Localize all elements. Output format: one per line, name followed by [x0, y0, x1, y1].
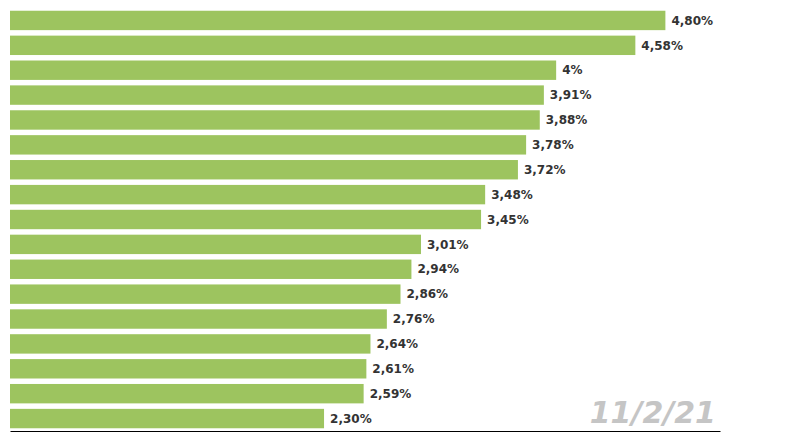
data-label: 3,45%: [487, 213, 529, 227]
data-label: 2,59%: [370, 387, 412, 401]
x-axis-line: [11, 431, 721, 432]
bar: [10, 160, 518, 179]
chart: 4,80% 4,58% 4% 3,91% 3,88% 3,78% 3,72% 3,48% 3,4…: [0, 0, 800, 445]
watermark: 11/2/21: [590, 395, 716, 430]
data-label: 4,80%: [671, 14, 713, 28]
bar: [10, 409, 324, 428]
bar: [10, 284, 401, 303]
bar: [10, 110, 540, 129]
bar: [10, 359, 366, 378]
bar: [10, 210, 481, 229]
bar: [10, 235, 421, 254]
data-label: 2,76%: [393, 312, 435, 326]
x-axis: [11, 431, 721, 432]
bar: [10, 11, 665, 30]
bar: [10, 36, 635, 55]
data-label: 3,91%: [550, 88, 592, 102]
bar: [10, 260, 411, 279]
bar: [10, 334, 370, 353]
data-label: 2,86%: [407, 287, 449, 301]
data-label: 4%: [562, 63, 582, 77]
data-label: 2,30%: [330, 412, 372, 426]
data-label: 2,94%: [417, 262, 459, 276]
data-label: 2,64%: [376, 337, 418, 351]
data-labels: 4,80% 4,58% 4% 3,91% 3,88% 3,78% 3,72% 3,48% 3,4…: [330, 14, 713, 426]
data-label: 3,72%: [524, 163, 566, 177]
bar: [10, 185, 485, 204]
bar: [10, 135, 526, 154]
bar: [10, 85, 544, 104]
data-label: 4,58%: [641, 39, 683, 53]
data-label: 3,78%: [532, 138, 574, 152]
data-label: 2,61%: [372, 362, 414, 376]
data-label: 3,88%: [546, 113, 588, 127]
bar: [10, 309, 387, 328]
data-label: 3,48%: [491, 188, 533, 202]
plot: 4,80% 4,58% 4% 3,91% 3,88% 3,78% 3,72% 3,48% 3,4…: [10, 11, 721, 432]
data-label: 3,01%: [427, 238, 469, 252]
bar: [10, 384, 364, 403]
bar: [10, 61, 556, 80]
bars: [10, 11, 665, 429]
